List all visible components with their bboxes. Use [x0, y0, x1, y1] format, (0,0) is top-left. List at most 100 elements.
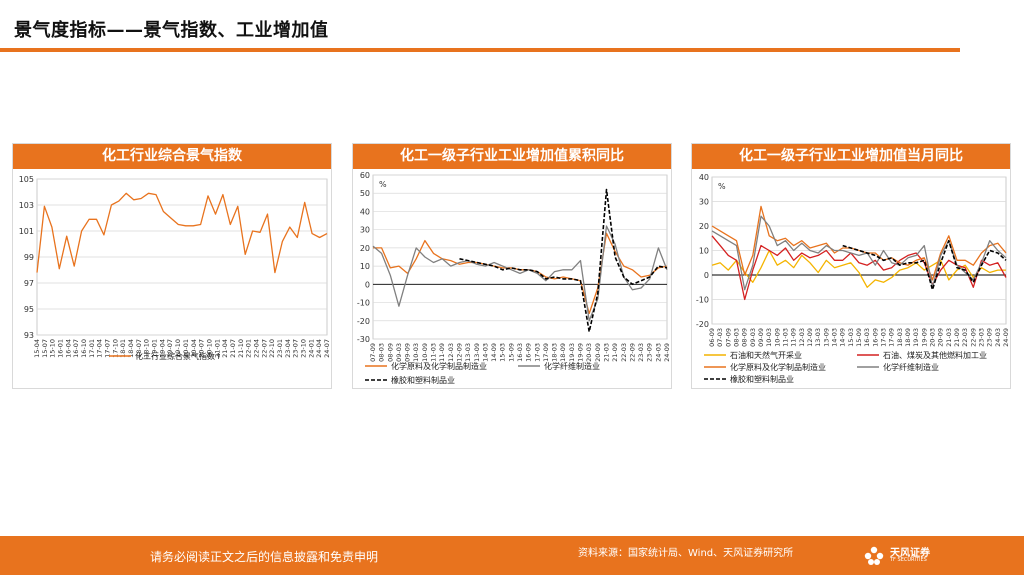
x-tick-label: 15-07 — [41, 339, 49, 358]
series-line — [372, 225, 668, 322]
x-tick-label: 17-09 — [542, 343, 550, 362]
x-tick-label: 08-03 — [733, 328, 741, 347]
x-tick-label: 20-09 — [594, 343, 602, 362]
x-tick-label: 13-03 — [464, 343, 472, 362]
footer: 请务必阅读正文之后的信息披露和免责申明 资料来源：国家统计局、Wind、天风证券… — [0, 536, 1024, 575]
flower-logo-icon — [864, 546, 884, 565]
x-tick-label: 24-09 — [1002, 328, 1010, 347]
x-tick-label: 23-01 — [276, 339, 284, 358]
x-tick-label: 16-03 — [863, 328, 871, 347]
x-tick-label: 20-03 — [585, 343, 593, 362]
x-tick-label: 21-09 — [611, 343, 619, 362]
x-tick-label: 19-03 — [568, 343, 576, 362]
x-tick-label: 18-10 — [143, 339, 151, 358]
x-tick-label: 19-03 — [912, 328, 920, 347]
x-tick-label: 24-01 — [307, 339, 315, 358]
x-tick-label: 16-10 — [80, 339, 88, 358]
x-tick-label: 16-03 — [516, 343, 524, 362]
unit-label: % — [718, 182, 726, 191]
chart-panel-cumulative-yoy: 化工一级子行业工业增加值累积同比 -30 -20 -10 0 10 20 30 40 50 60%… — [352, 143, 672, 389]
x-tick-label: 24-04 — [315, 339, 323, 358]
x-tick-label: 20-03 — [929, 328, 937, 347]
x-tick-label: 09-03 — [395, 343, 403, 362]
y-tick-label: -10 — [696, 296, 709, 305]
brand-logo: 天风证券 TF SECURITIES — [862, 544, 962, 568]
legend-label: 橡胶和塑料制品业 — [730, 374, 794, 384]
x-tick-label: 19-07 — [166, 339, 174, 358]
legend-label: 化工行业综合景气指数↑ — [135, 351, 222, 361]
chart-panel-composite-index: 化工行业综合景气指数 93 95 97 99 101 103 105 15-04 15-07 15… — [12, 143, 332, 389]
x-tick-label: 23-03 — [637, 343, 645, 362]
y-tick-label: 10 — [699, 247, 709, 256]
x-tick-label: 21-01 — [213, 339, 221, 358]
chart-title: 化工一级子行业工业增加值累积同比 — [353, 144, 671, 169]
x-tick-label: 14-03 — [481, 343, 489, 362]
legend-label: 石油、煤炭及其他燃料加工业 — [883, 350, 987, 360]
x-tick-label: 15-03 — [499, 343, 507, 362]
x-tick-label: 19-01 — [151, 339, 159, 358]
x-tick-label: 22-04 — [252, 339, 260, 358]
legend-label: 化学原料及化学制品制造业 — [730, 362, 826, 372]
series-line — [842, 239, 1007, 291]
x-tick-label: 16-04 — [64, 339, 72, 358]
x-tick-label: 24-09 — [663, 343, 671, 362]
x-tick-label: 22-07 — [260, 339, 268, 358]
legend-label: 石油和天然气开采业 — [730, 350, 802, 360]
x-tick-label: 10-03 — [412, 343, 420, 362]
series-line — [36, 192, 328, 274]
legend-label: 橡胶和塑料制品业 — [391, 375, 455, 385]
x-tick-label: 19-09 — [577, 343, 585, 362]
x-tick-label: 22-01 — [245, 339, 253, 358]
y-tick-label: 30 — [360, 226, 370, 235]
x-tick-label: 23-10 — [299, 339, 307, 358]
y-tick-label: 10 — [360, 262, 370, 271]
x-tick-label: 15-03 — [847, 328, 855, 347]
x-tick-label: 18-07 — [135, 339, 143, 358]
x-tick-label: 21-09 — [953, 328, 961, 347]
legend-label: 化学纤维制造业 — [883, 362, 939, 372]
x-tick-label: 15-10 — [49, 339, 57, 358]
x-tick-label: 10-03 — [765, 328, 773, 347]
x-tick-label: 13-03 — [814, 328, 822, 347]
x-tick-label: 22-09 — [628, 343, 636, 362]
x-tick-label: 13-09 — [473, 343, 481, 362]
x-tick-label: 17-04 — [96, 339, 104, 358]
y-tick-label: 101 — [19, 227, 34, 236]
x-tick-label: 12-09 — [806, 328, 814, 347]
x-tick-label: 22-09 — [969, 328, 977, 347]
x-tick-label: 20-07 — [198, 339, 206, 358]
x-tick-label: 23-09 — [986, 328, 994, 347]
y-tick-label: 40 — [360, 207, 370, 216]
x-tick-label: 17-03 — [533, 343, 541, 362]
x-tick-label: 18-09 — [904, 328, 912, 347]
x-tick-label: 23-03 — [978, 328, 986, 347]
unit-label: % — [379, 180, 387, 189]
x-tick-label: 23-07 — [292, 339, 300, 358]
x-tick-label: 21-10 — [237, 339, 245, 358]
y-tick-label: 60 — [360, 171, 370, 180]
brand-name: 天风证券 — [890, 548, 930, 559]
y-tick-label: 95 — [24, 305, 34, 314]
y-tick-label: -10 — [357, 299, 370, 308]
y-tick-label: 97 — [24, 279, 34, 288]
chart-monthly-yoy: -20 -10 0 10 20 30 40% 06-09 07-03 07-09 08-03 08-0… — [696, 173, 1010, 384]
x-tick-label: 11-09 — [438, 343, 446, 362]
x-tick-label: 14-09 — [490, 343, 498, 362]
x-tick-label: 22-10 — [268, 339, 276, 358]
x-tick-label: 15-09 — [507, 343, 515, 362]
y-tick-label: 99 — [24, 253, 34, 262]
y-tick-label: 93 — [24, 331, 34, 340]
x-tick-label: 20-04 — [190, 339, 198, 358]
x-tick-label: 18-09 — [559, 343, 567, 362]
x-tick-label: 15-04 — [33, 339, 41, 358]
x-tick-label: 21-04 — [221, 339, 229, 358]
x-tick-label: 22-03 — [620, 343, 628, 362]
x-tick-label: 23-09 — [646, 343, 654, 362]
x-tick-label: 16-09 — [525, 343, 533, 362]
y-tick-label: 50 — [360, 189, 370, 198]
x-tick-label: 14-03 — [831, 328, 839, 347]
x-tick-label: 13-09 — [822, 328, 830, 347]
x-tick-label: 10-09 — [421, 343, 429, 362]
